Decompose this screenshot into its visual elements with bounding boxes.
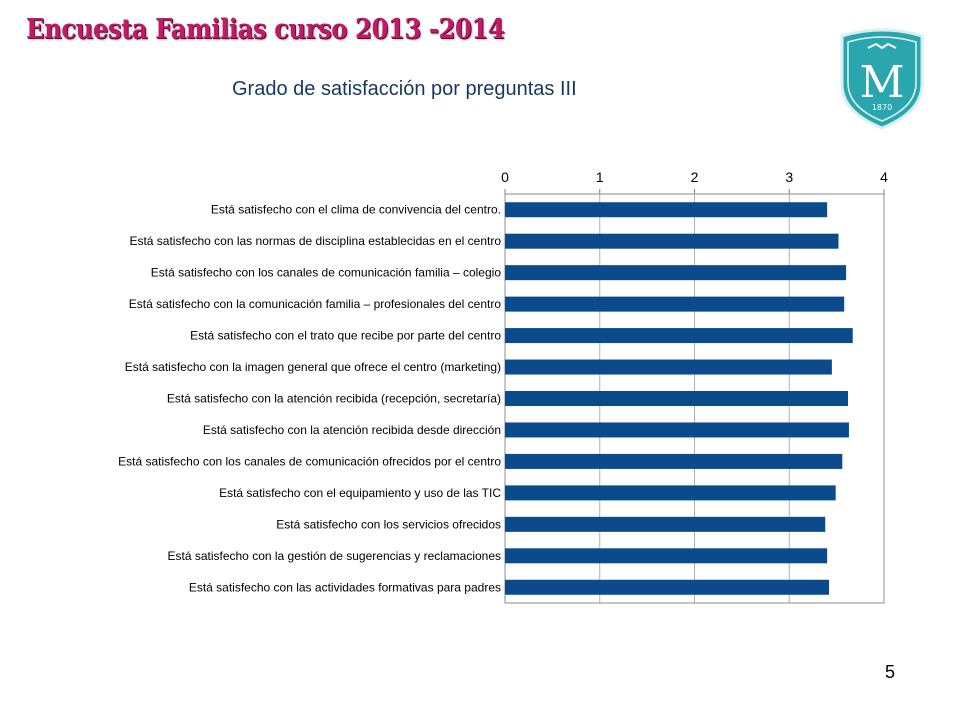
x-tick-label: 0 [501,169,509,185]
bar [505,202,828,218]
category-label: Está satisfecho con las normas de discip… [129,234,501,248]
bar [505,485,836,501]
page-number: 5 [885,662,896,682]
bar [505,579,830,595]
bar [505,233,839,249]
school-crest-logo: M 1870 [840,28,924,130]
logo-letter: M [859,57,904,108]
bar [505,328,853,344]
bar [505,516,826,532]
category-label: Está satisfecho con la gestión de sugere… [167,549,501,563]
category-label: Está satisfecho con el clima de conviven… [211,203,501,217]
category-label: Está satisfecho con la atención recibida… [167,392,501,406]
header-title: Encuesta Familias curso 2013 -2014 [26,14,505,45]
category-label: Está satisfecho con la atención recibida… [203,423,501,437]
bar [505,422,849,438]
category-label: Está satisfecho con la comunicación fami… [129,297,502,311]
category-label: Está satisfecho con el trato que recibe … [190,329,501,343]
logo-year: 1870 [872,103,892,112]
bar [505,391,848,406]
x-tick-label: 1 [596,169,604,185]
bar [505,453,843,469]
category-label: Está satisfecho con los canales de comun… [151,266,502,280]
bar [505,265,847,281]
category-label: Está satisfecho con los canales de comun… [118,454,501,468]
bar [505,548,828,564]
x-tick-label: 3 [785,169,793,185]
x-tick-label: 4 [880,169,888,185]
bar [505,296,845,312]
category-label: Está satisfecho con los servicios ofreci… [276,517,501,531]
category-label: Está satisfecho con las actividades form… [189,580,501,594]
bar [505,359,832,375]
x-tick-label: 2 [691,169,699,185]
category-label: Está satisfecho con la imagen general qu… [125,360,501,374]
category-label: Está satisfecho con el equipamiento y us… [219,486,501,500]
slide-subtitle: Grado de satisfacción por preguntas III [232,78,577,100]
